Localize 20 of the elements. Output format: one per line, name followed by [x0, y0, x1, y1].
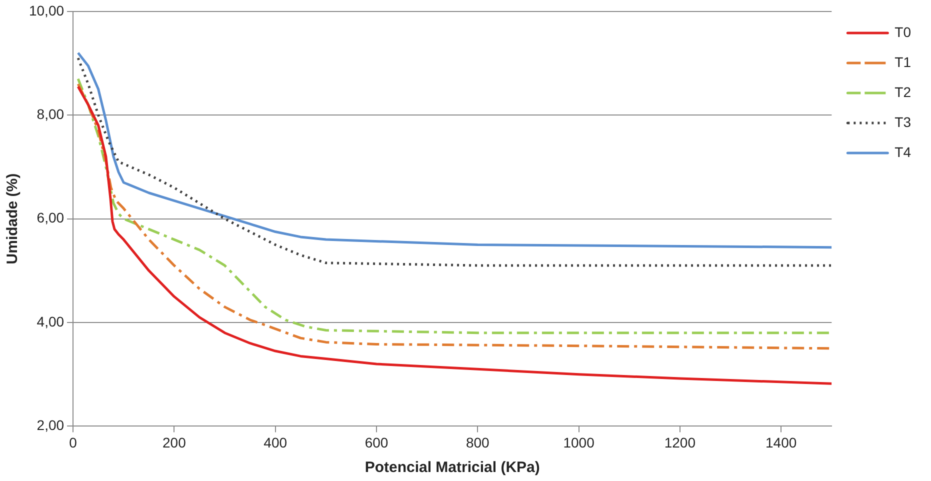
x-tick-label: 800 — [466, 434, 490, 450]
x-tick-label: 200 — [162, 434, 186, 450]
x-tick-label: 400 — [264, 434, 288, 450]
legend-label: T1 — [894, 54, 912, 70]
y-axis-title: Umidade (%) — [4, 173, 22, 264]
y-tick-label: 4,00 — [36, 313, 64, 330]
legend-label: T4 — [894, 144, 912, 160]
y-tick-label: 2,00 — [36, 417, 64, 434]
x-tick-label: 1400 — [766, 434, 797, 450]
y-tick-label: 10,00 — [28, 2, 64, 18]
legend-label: T3 — [894, 114, 912, 130]
legend-label: T2 — [894, 84, 912, 100]
y-tick-label: 8,00 — [36, 106, 64, 122]
x-tick-label: 0 — [69, 434, 78, 450]
x-tick-label: 1200 — [664, 434, 696, 450]
legend-label: T0 — [894, 24, 912, 40]
x-tick-label: 600 — [364, 434, 388, 450]
x-tick-label: 1000 — [563, 434, 595, 450]
x-axis-title: Potencial Matricial (KPa) — [364, 459, 540, 476]
y-tick-label: 6,00 — [36, 210, 64, 226]
